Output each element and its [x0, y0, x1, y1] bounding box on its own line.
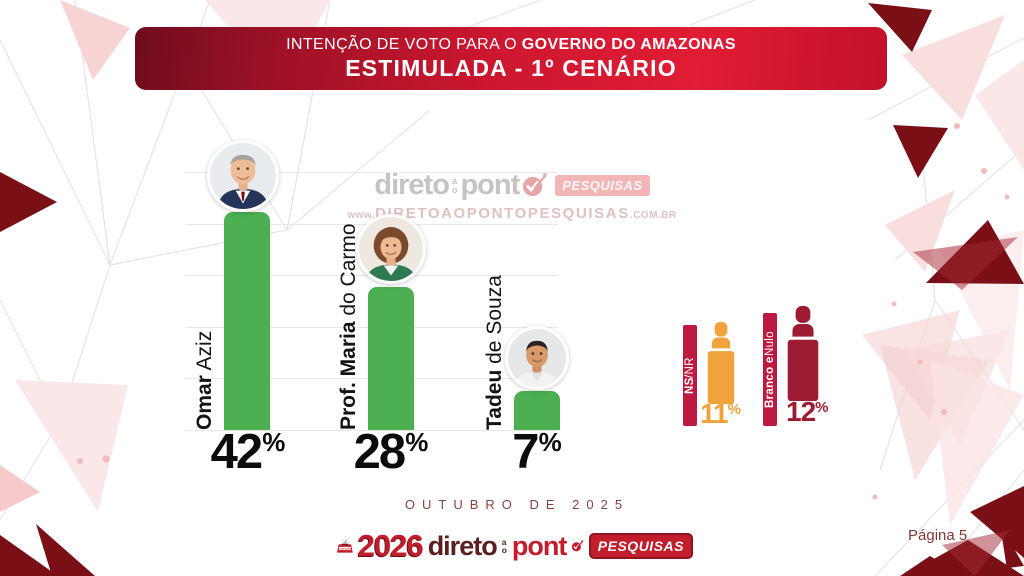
ballot-box-icon: ELEIÇÕES [337, 538, 353, 553]
candidate-photo-omar-aziz [207, 140, 279, 212]
gridline [185, 172, 558, 173]
title-banner: INTENÇÃO DE VOTO PARA O GOVERNO DO AMAZO… [135, 27, 887, 90]
watermark-pont: pont [460, 169, 520, 201]
title-line1: INTENÇÃO DE VOTO PARA O GOVERNO DO AMAZO… [286, 35, 736, 53]
gridline [185, 430, 558, 431]
candidate-label-omar-aziz: Omar Aziz [193, 330, 216, 430]
branco-nulo-label: Branco e Nulo [764, 331, 776, 408]
watermark-direto: direto [374, 169, 450, 201]
candidate-photo-prof-maria-do-carmo [356, 214, 426, 284]
watermark-check-icon [523, 172, 548, 197]
value-branco-nulo: 12% [786, 396, 829, 427]
branco-nulo-label-bar: Branco e Nulo [763, 313, 777, 426]
percent-sign: % [538, 427, 562, 457]
logo-pont: pont [511, 530, 567, 561]
candidate-label-tadeu-de-souza: Tadeu de Souza [483, 275, 506, 430]
percent-sign: % [405, 427, 429, 457]
candidate-photo-tadeu-de-souza [505, 326, 569, 390]
value-tadeu-de-souza: 7% [512, 425, 562, 479]
logo-direto: direto [427, 530, 498, 561]
watermark-pesquisas-badge: PESQUISAS [555, 175, 650, 196]
svg-text:ELEIÇÕES: ELEIÇÕES [339, 547, 350, 550]
logo-pesquisas-badge: PESQUISAS [588, 533, 693, 559]
survey-date: OUTUBRO DE 2025 [404, 497, 630, 512]
percent-sign: % [262, 427, 286, 457]
value-omar-aziz: 42% [210, 425, 286, 479]
watermark-url: www.DIRETOAOPONTOPESQUISAS.COM.BR [347, 205, 677, 222]
candidate-label-prof-maria-do-carmo: Prof. Maria do Carmo [337, 223, 360, 430]
page-number: Página 5 [908, 527, 968, 544]
title-line1-bold: GOVERNO DO AMAZONAS [521, 35, 736, 53]
logo-year: 2026 [357, 528, 424, 563]
bar-omar-aziz [224, 212, 270, 430]
bar-prof-maria-do-carmo [368, 287, 414, 430]
bar-tadeu-de-souza [514, 391, 560, 430]
person-icon-branco-nulo [781, 306, 825, 406]
check-circle-icon [572, 540, 584, 552]
value-prof-maria-do-carmo: 28% [353, 425, 429, 479]
person-icon-nsnr [702, 322, 740, 409]
nsnr-label-bar: NS/NR [683, 325, 697, 426]
percent-sign: % [727, 401, 741, 418]
title-line2: ESTIMULADA - 1º CENÁRIO [345, 54, 677, 81]
percent-sign: % [815, 399, 828, 416]
value-nsnr: 11% [700, 398, 741, 429]
nsnr-label: NS/NR [684, 356, 696, 395]
